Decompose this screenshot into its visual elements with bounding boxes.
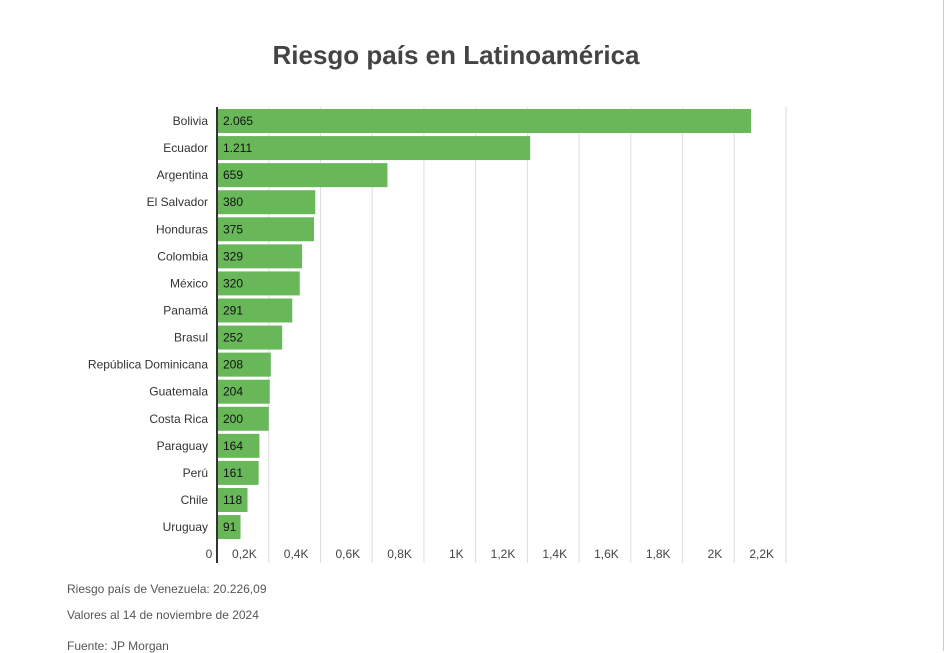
category-label: Brasul bbox=[174, 331, 208, 345]
bar bbox=[217, 352, 271, 377]
data-label: 659 bbox=[223, 168, 243, 182]
category-label: Panamá bbox=[163, 303, 208, 317]
x-tick-label: 1K bbox=[449, 547, 464, 561]
x-tick-label: 1,2K bbox=[491, 547, 516, 561]
date-note: Valores al 14 de noviembre de 2024 bbox=[67, 608, 259, 622]
data-label: 252 bbox=[223, 331, 243, 345]
category-label: Perú bbox=[183, 466, 208, 480]
data-label: 375 bbox=[223, 222, 243, 236]
x-tick-label: 0,4K bbox=[284, 547, 309, 561]
category-label: Bolivia bbox=[173, 114, 209, 128]
chart-title: Riesgo país en Latinoamérica bbox=[272, 40, 640, 70]
category-label: Guatemala bbox=[149, 385, 208, 399]
x-tick-label: 0 bbox=[206, 547, 213, 561]
data-label: 291 bbox=[223, 303, 243, 317]
bar bbox=[217, 109, 752, 133]
category-label: Paraguay bbox=[157, 439, 208, 453]
data-label: 161 bbox=[223, 466, 243, 480]
bar bbox=[217, 298, 293, 323]
category-label: República Dominicana bbox=[88, 358, 208, 372]
bar bbox=[217, 190, 316, 215]
x-tick-label: 0,8K bbox=[387, 547, 412, 561]
bar bbox=[217, 487, 248, 512]
category-label: Chile bbox=[181, 493, 209, 507]
data-label: 2.065 bbox=[223, 114, 253, 128]
x-tick-label: 2K bbox=[708, 547, 723, 561]
data-label: 1.211 bbox=[223, 141, 252, 155]
x-tick-label: 1,6K bbox=[594, 547, 619, 561]
data-label: 204 bbox=[223, 385, 243, 399]
category-label: México bbox=[170, 276, 208, 290]
bar bbox=[217, 244, 303, 269]
bar bbox=[217, 460, 259, 485]
x-tick-label: 0,6K bbox=[335, 547, 360, 561]
data-label: 329 bbox=[223, 249, 243, 263]
data-label: 208 bbox=[223, 358, 243, 372]
category-label: Costa Rica bbox=[149, 412, 208, 426]
bar-chart: 0 0,2K 0,4K 0,6K 0,8K 1K 1,2K 1,4K 1,6K 1,8K 2K 2,2… bbox=[88, 107, 787, 563]
data-label: 200 bbox=[223, 412, 243, 426]
bar bbox=[217, 515, 241, 540]
x-tick-label: 1,8K bbox=[646, 547, 671, 561]
bar bbox=[217, 271, 300, 296]
x-tick-label: 2,2K bbox=[749, 547, 774, 561]
data-label: 320 bbox=[223, 276, 243, 290]
data-label: 91 bbox=[223, 520, 237, 534]
data-label: 380 bbox=[223, 195, 243, 209]
source-note: Fuente: JP Morgan bbox=[67, 639, 169, 653]
category-label: Uruguay bbox=[163, 520, 208, 534]
bar bbox=[217, 433, 260, 458]
category-label: Honduras bbox=[156, 222, 208, 236]
venezuela-note: Riesgo país de Venezuela: 20.226,09 bbox=[67, 582, 267, 596]
data-label: 118 bbox=[223, 493, 242, 507]
category-label: El Salvador bbox=[147, 195, 208, 209]
bar bbox=[217, 379, 270, 404]
category-label: Colombia bbox=[157, 249, 208, 263]
bar bbox=[217, 406, 269, 431]
bar bbox=[217, 217, 314, 242]
category-label: Ecuador bbox=[163, 141, 208, 155]
x-tick-label: 1,4K bbox=[542, 547, 567, 561]
bar bbox=[217, 325, 283, 350]
category-label: Argentina bbox=[157, 168, 209, 182]
bar bbox=[217, 163, 388, 188]
data-label: 164 bbox=[223, 439, 243, 453]
x-tick-label: 0,2K bbox=[232, 547, 257, 561]
bar bbox=[217, 136, 531, 161]
